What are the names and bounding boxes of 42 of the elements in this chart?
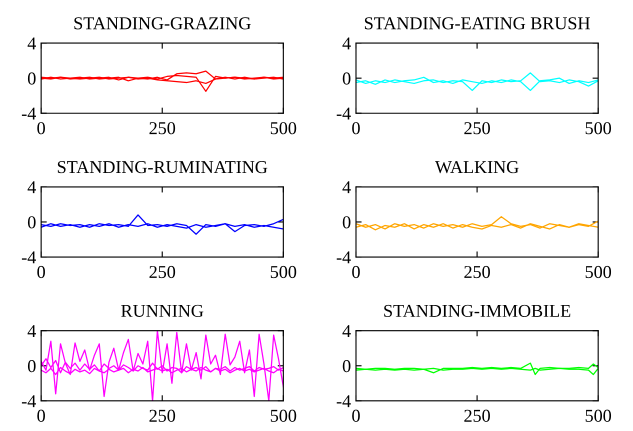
chart-title: STANDING-EATING BRUSH [364, 17, 590, 30]
y-tick-label: 0 [342, 72, 350, 85]
x-tick-label: 0 [352, 266, 360, 278]
x-tick-label: 500 [270, 122, 296, 134]
x-tick-label: 250 [464, 410, 490, 422]
x-tick-label: 0 [37, 410, 45, 422]
y-tick-label: 4 [28, 325, 36, 337]
y-tick-label: -4 [336, 108, 351, 120]
x-tick-label: 500 [586, 266, 612, 278]
y-tick-label: 4 [28, 37, 36, 50]
y-tick-label: 0 [28, 216, 36, 228]
y-tick-label: 0 [28, 72, 36, 85]
x-tick-label: 250 [464, 122, 490, 134]
y-tick-label: 4 [342, 181, 351, 194]
x-tick-label: 500 [586, 122, 612, 134]
y-tick-label: -4 [336, 251, 351, 264]
y-tick-label: 0 [342, 216, 350, 228]
chart-title: STANDING-IMMOBILE [384, 304, 570, 317]
y-tick-label: 4 [342, 37, 351, 50]
x-tick-label: 500 [270, 266, 296, 278]
chart-title: STANDING-GRAZING [74, 17, 251, 30]
x-tick-label: 250 [149, 410, 176, 422]
x-tick-label: 0 [37, 122, 45, 134]
x-tick-label: 0 [352, 122, 360, 134]
x-tick-label: 250 [149, 266, 176, 278]
x-tick-label: 500 [586, 410, 612, 422]
x-tick-label: 250 [464, 266, 490, 278]
x-tick-label: 500 [270, 410, 296, 422]
x-tick-label: 0 [352, 410, 360, 422]
y-tick-label: 0 [28, 360, 36, 372]
y-tick-label: -4 [22, 108, 36, 120]
x-tick-label: 250 [149, 122, 176, 134]
y-tick-label: -4 [336, 395, 351, 408]
y-tick-label: -4 [22, 251, 36, 264]
y-tick-label: 4 [28, 181, 36, 194]
y-tick-label: 4 [342, 325, 351, 337]
x-tick-label: 0 [37, 266, 45, 278]
y-tick-label: 0 [342, 360, 350, 372]
chart-title: STANDING-RUMINATING [58, 161, 268, 174]
y-tick-label: -4 [22, 395, 36, 408]
chart-title: RUNNING [121, 304, 204, 317]
chart-title: WALKING [434, 161, 519, 174]
